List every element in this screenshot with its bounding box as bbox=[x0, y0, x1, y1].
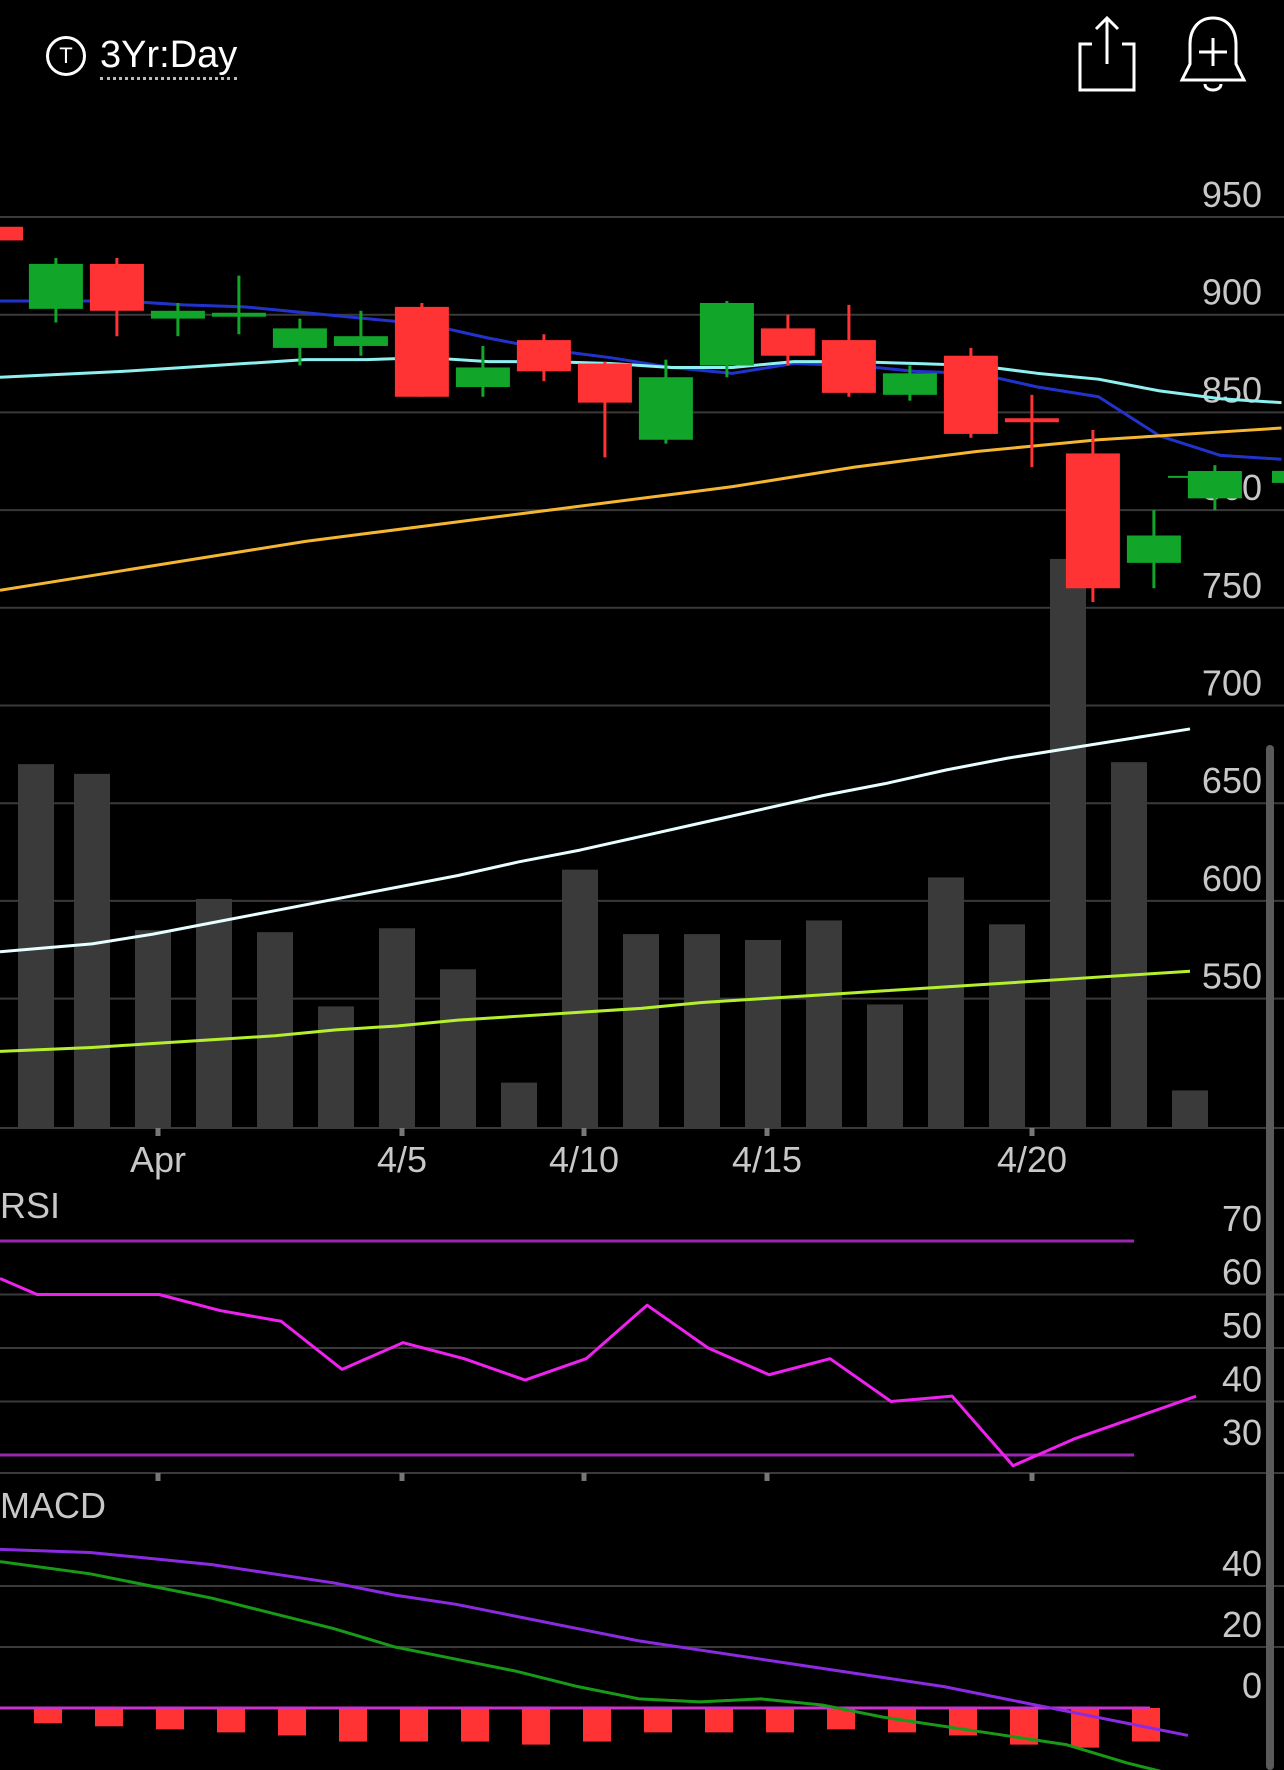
candle bbox=[0, 226, 23, 241]
candle bbox=[272, 328, 327, 348]
volume-ma-upper-line bbox=[0, 727, 1191, 954]
candle bbox=[821, 340, 876, 393]
candle bbox=[577, 363, 632, 403]
candle bbox=[760, 328, 815, 356]
period-label: 3Yr:Day bbox=[100, 33, 238, 80]
candle bbox=[150, 310, 205, 319]
candle bbox=[455, 367, 510, 387]
x-axis-label: 4/5 bbox=[377, 1139, 427, 1180]
macd-histogram-bar bbox=[278, 1708, 306, 1736]
rsi-tick-label: 40 bbox=[1222, 1359, 1262, 1400]
macd-signal-line bbox=[0, 1547, 1189, 1737]
volume-bar bbox=[1050, 558, 1086, 1128]
volume-bar bbox=[318, 1006, 354, 1128]
macd-histogram-bar bbox=[583, 1708, 611, 1742]
price-tick-label: 950 bbox=[1202, 174, 1262, 215]
rsi-tick-label: 70 bbox=[1222, 1198, 1262, 1239]
rsi-tick-label: 30 bbox=[1222, 1412, 1262, 1453]
macd-line bbox=[0, 1560, 1162, 1770]
macd-histogram-bar bbox=[156, 1708, 184, 1730]
candle bbox=[516, 340, 571, 372]
volume-bar bbox=[989, 924, 1025, 1128]
rsi-tick-label: 50 bbox=[1222, 1305, 1262, 1346]
rsi-tick-label: 60 bbox=[1222, 1252, 1262, 1293]
macd-histogram-bar bbox=[522, 1708, 550, 1745]
candle bbox=[333, 336, 388, 346]
volume-bar bbox=[928, 877, 964, 1128]
candle bbox=[1126, 535, 1181, 563]
volume-bar bbox=[1172, 1090, 1208, 1128]
macd-tick-label: 0 bbox=[1242, 1665, 1262, 1706]
ma-long-line bbox=[0, 426, 1282, 592]
volume-bar bbox=[806, 920, 842, 1128]
volume-bar bbox=[18, 764, 54, 1128]
period-selector-button[interactable]: T 3Yr:Day bbox=[46, 28, 238, 84]
share-icon bbox=[1078, 15, 1136, 92]
x-axis-label: 4/20 bbox=[997, 1139, 1067, 1180]
volume-bar bbox=[1111, 762, 1147, 1128]
bell-plus-icon bbox=[1179, 16, 1247, 92]
vertical-scrollbar[interactable] bbox=[1266, 745, 1274, 1770]
macd-tick-label: 20 bbox=[1222, 1604, 1262, 1645]
add-alert-button[interactable] bbox=[1178, 12, 1248, 98]
candle bbox=[28, 263, 83, 309]
macd-histogram-bar bbox=[827, 1708, 855, 1730]
price-tick-label: 850 bbox=[1202, 369, 1262, 410]
macd-histogram-bar bbox=[766, 1708, 794, 1733]
candle bbox=[1004, 418, 1059, 423]
candle bbox=[943, 355, 998, 434]
x-axis-label: 4/10 bbox=[549, 1139, 619, 1180]
candle bbox=[89, 263, 144, 311]
volume-bar bbox=[501, 1082, 537, 1128]
volume-bar bbox=[74, 773, 110, 1128]
x-axis-label: 4/15 bbox=[732, 1139, 802, 1180]
price-tick-label: 600 bbox=[1202, 858, 1262, 899]
volume-bar bbox=[562, 869, 598, 1128]
macd-histogram-bar bbox=[461, 1708, 489, 1742]
chart-header: T 3Yr:Day bbox=[0, 0, 1284, 120]
next-candle-stub bbox=[1272, 470, 1284, 483]
macd-histogram-bar bbox=[705, 1708, 733, 1733]
candle bbox=[699, 302, 754, 366]
price-tick-label: 550 bbox=[1202, 956, 1262, 997]
price-tick-label: 900 bbox=[1202, 272, 1262, 313]
volume-bar bbox=[257, 932, 293, 1128]
volume-ma-lower-line bbox=[0, 969, 1191, 1053]
share-button[interactable] bbox=[1072, 12, 1142, 98]
volume-bar bbox=[684, 934, 720, 1128]
price-tick-label: 700 bbox=[1202, 663, 1262, 704]
candle bbox=[394, 306, 449, 397]
rsi-title: RSI bbox=[0, 1185, 60, 1226]
volume-bar bbox=[135, 930, 171, 1128]
macd-histogram-bar bbox=[217, 1708, 245, 1733]
volume-bar bbox=[623, 934, 659, 1128]
volume-bar bbox=[196, 898, 232, 1128]
candle bbox=[882, 373, 937, 395]
price-tick-label: 750 bbox=[1202, 565, 1262, 606]
macd-histogram-bar bbox=[644, 1708, 672, 1733]
candle bbox=[1065, 453, 1120, 589]
volume-bar bbox=[867, 1004, 903, 1128]
volume-bar bbox=[745, 939, 781, 1128]
macd-histogram-bar bbox=[400, 1708, 428, 1742]
x-axis-label: Apr bbox=[130, 1139, 186, 1180]
candle bbox=[211, 312, 266, 317]
chart-type-icon: T bbox=[46, 36, 86, 76]
macd-histogram-bar bbox=[95, 1708, 123, 1727]
rsi-line bbox=[0, 1277, 1197, 1468]
candle bbox=[1187, 471, 1242, 499]
candle bbox=[638, 377, 693, 440]
volume-bar bbox=[440, 969, 476, 1128]
ma-mid-line bbox=[0, 356, 1282, 405]
macd-histogram-bar bbox=[34, 1708, 62, 1724]
macd-tick-label: 40 bbox=[1222, 1543, 1262, 1584]
macd-histogram-bar bbox=[339, 1708, 367, 1742]
price-tick-label: 650 bbox=[1202, 760, 1262, 801]
macd-title: MACD bbox=[0, 1485, 106, 1526]
